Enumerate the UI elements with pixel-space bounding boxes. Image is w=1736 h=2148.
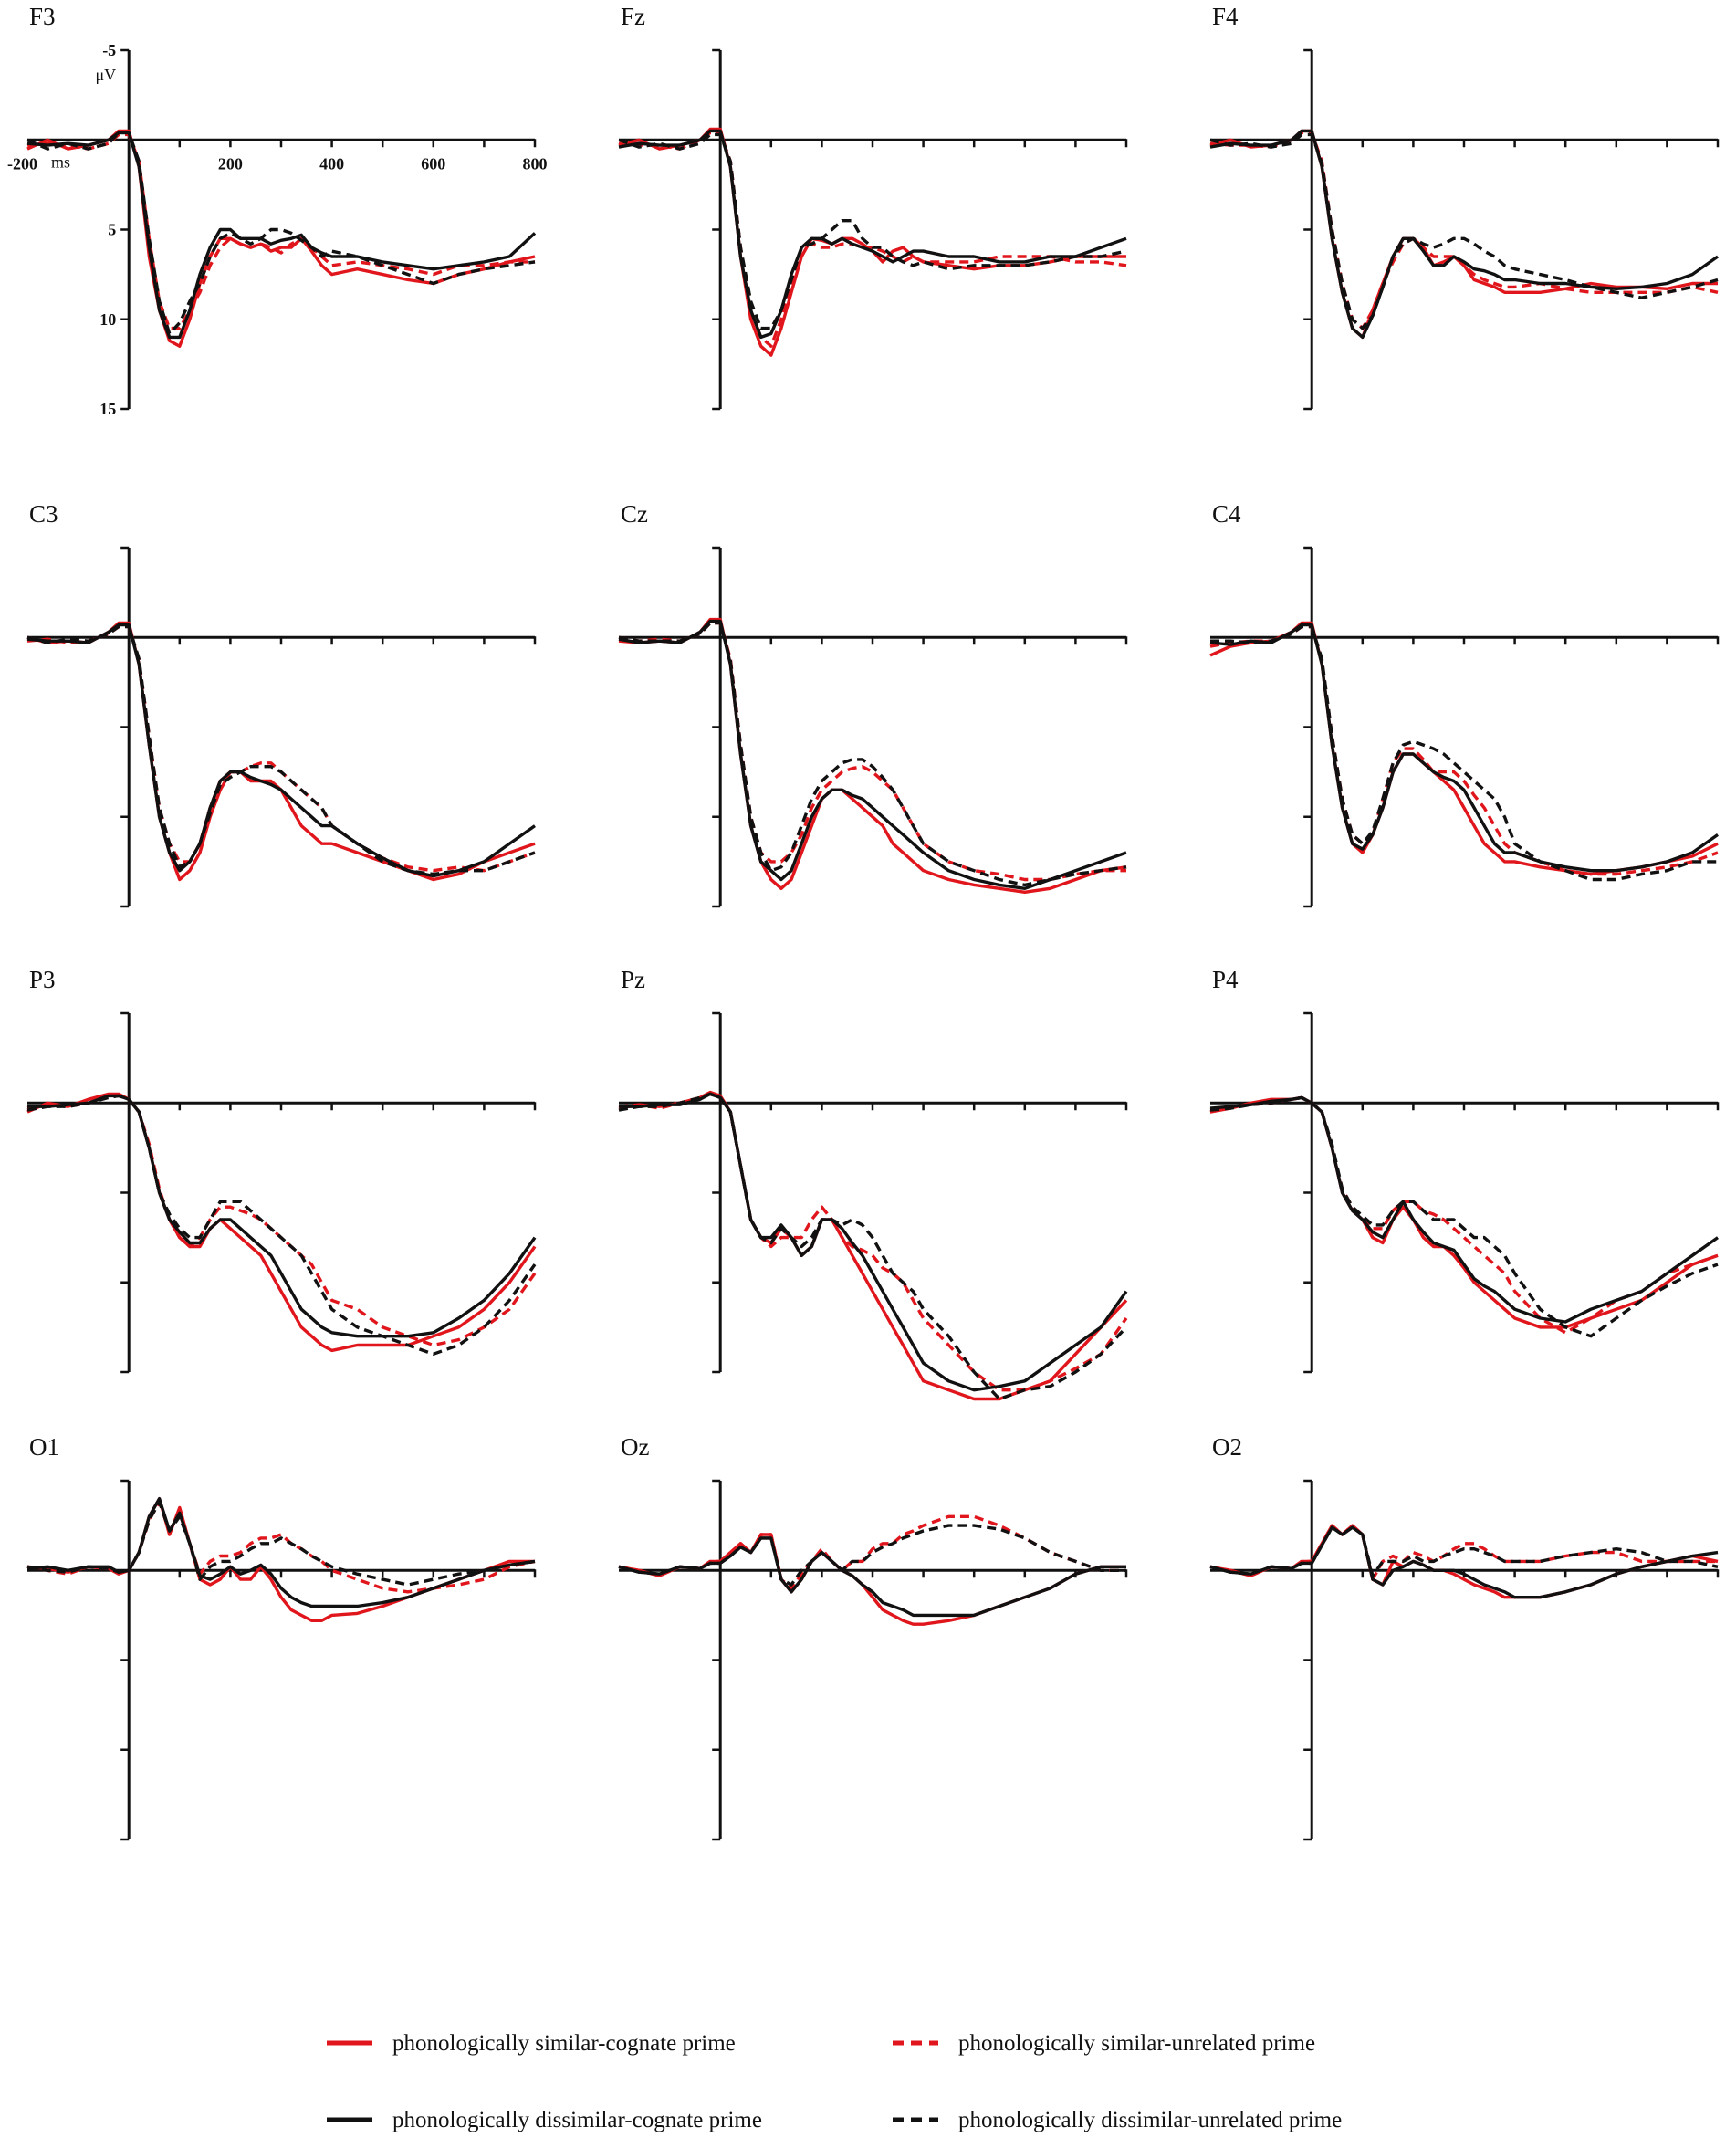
series-line-4 xyxy=(26,131,536,336)
electrode-label: C3 xyxy=(29,500,58,528)
series-line-2 xyxy=(1209,1524,1718,1581)
series-line-4 xyxy=(618,1092,1128,1401)
series-line-2 xyxy=(1209,131,1719,330)
panel-pz: Pz xyxy=(618,966,1128,1401)
series-line-3 xyxy=(618,619,1127,890)
series-line-4 xyxy=(26,1500,536,1587)
panel-o1: O1 xyxy=(26,1433,537,1841)
electrode-label: Oz xyxy=(621,1433,649,1461)
panel-o2: O2 xyxy=(1209,1433,1720,1841)
x-tick-label: 200 xyxy=(218,154,243,173)
electrode-label: O2 xyxy=(1212,1433,1242,1461)
series-line-3 xyxy=(1209,623,1719,873)
series-line-4 xyxy=(1209,1525,1719,1577)
electrode-label: Fz xyxy=(621,3,645,30)
y-unit-label: μV xyxy=(96,66,117,84)
series-line-3 xyxy=(26,131,537,340)
legend-label: phonologically dissimilar-cognate prime xyxy=(392,2108,762,2132)
legend-label: phonologically dissimilar-unrelated prim… xyxy=(958,2108,1342,2132)
series-line-1 xyxy=(26,621,536,882)
series-line-3 xyxy=(26,623,536,878)
electrode-label: O1 xyxy=(29,1433,59,1461)
series-line-3 xyxy=(619,1092,1128,1392)
x-unit-label: ms xyxy=(51,152,70,171)
y-tick-label: 5 xyxy=(108,221,116,239)
series-line-1 xyxy=(1209,129,1718,340)
panel-f4: F4 xyxy=(1209,3,1720,411)
x-tick-label: -200 xyxy=(7,154,37,173)
series-line-4 xyxy=(618,132,1127,330)
y-tick-label: -5 xyxy=(102,41,116,59)
panel-p4: P4 xyxy=(1209,966,1720,1374)
legend-item-4: phonologically dissimilar-unrelated prim… xyxy=(893,2108,1342,2132)
panel-cz: Cz xyxy=(618,500,1128,908)
series-line-4 xyxy=(1210,624,1718,882)
series-line-4 xyxy=(1209,132,1719,330)
legend-label: phonologically similar-unrelated prime xyxy=(958,2031,1315,2056)
series-line-2 xyxy=(26,624,536,873)
x-tick-label: 800 xyxy=(523,154,548,173)
y-tick-label: 15 xyxy=(99,400,116,418)
series-line-4 xyxy=(1209,1095,1719,1338)
series-line-3 xyxy=(1209,1095,1719,1324)
series-line-2 xyxy=(618,1514,1126,1590)
series-line-3 xyxy=(1209,129,1719,340)
x-tick-label: 400 xyxy=(319,154,344,173)
electrode-label: Pz xyxy=(621,966,645,993)
electrode-label: F3 xyxy=(29,3,56,30)
series-line-2 xyxy=(26,1094,537,1347)
series-line-2 xyxy=(26,1500,536,1594)
legend-item-2: phonologically similar-unrelated prime xyxy=(893,2031,1315,2056)
legend-item-1: phonologically similar-cognate prime xyxy=(327,2031,736,2056)
electrode-label: F4 xyxy=(1212,3,1239,30)
series-line-4 xyxy=(26,624,536,876)
legend: phonologically similar-cognate prime phon… xyxy=(327,2031,1342,2132)
series-line-1 xyxy=(618,127,1126,357)
panel-fz: Fz xyxy=(618,3,1128,411)
series-line-3 xyxy=(27,1094,537,1338)
electrode-label: P3 xyxy=(29,966,56,993)
series-line-2 xyxy=(1209,624,1719,876)
series-line-4 xyxy=(618,621,1127,887)
y-tick-label: 10 xyxy=(99,310,116,329)
series-line-1 xyxy=(26,1497,535,1622)
panel-f3: F3 -200 ms 200 400 600 800 -5 5 10 15 μV xyxy=(7,3,548,418)
legend-label: phonologically similar-cognate prime xyxy=(392,2031,736,2056)
series-line-2 xyxy=(1209,1095,1719,1335)
series-line-2 xyxy=(618,621,1126,882)
erp-panels: F3 -200 ms 200 400 600 800 -5 5 10 15 μV Fz F4 C3 Cz C4 P… xyxy=(7,3,1720,1841)
series-line-3 xyxy=(1209,1525,1719,1599)
panel-p3: P3 xyxy=(26,966,537,1374)
x-tick-label: 600 xyxy=(421,154,445,173)
electrode-label: Cz xyxy=(621,500,648,528)
series-line-1 xyxy=(618,1090,1128,1401)
series-line-2 xyxy=(26,132,535,330)
series-line-4 xyxy=(618,1524,1126,1587)
series-line-3 xyxy=(26,1497,536,1608)
legend-item-3: phonologically dissimilar-cognate prime xyxy=(327,2108,762,2132)
panel-c4: C4 xyxy=(1209,500,1720,908)
panel-c3: C3 xyxy=(26,500,537,908)
series-line-1 xyxy=(26,1092,537,1353)
electrode-label: C4 xyxy=(1212,500,1241,528)
series-line-1 xyxy=(618,617,1127,894)
series-line-4 xyxy=(26,1094,537,1356)
panel-oz: Oz xyxy=(618,1433,1128,1841)
electrode-label: P4 xyxy=(1212,966,1239,993)
series-line-2 xyxy=(618,131,1127,348)
series-line-3 xyxy=(618,129,1127,340)
series-line-1 xyxy=(1209,621,1719,876)
series-line-2 xyxy=(618,1092,1128,1392)
